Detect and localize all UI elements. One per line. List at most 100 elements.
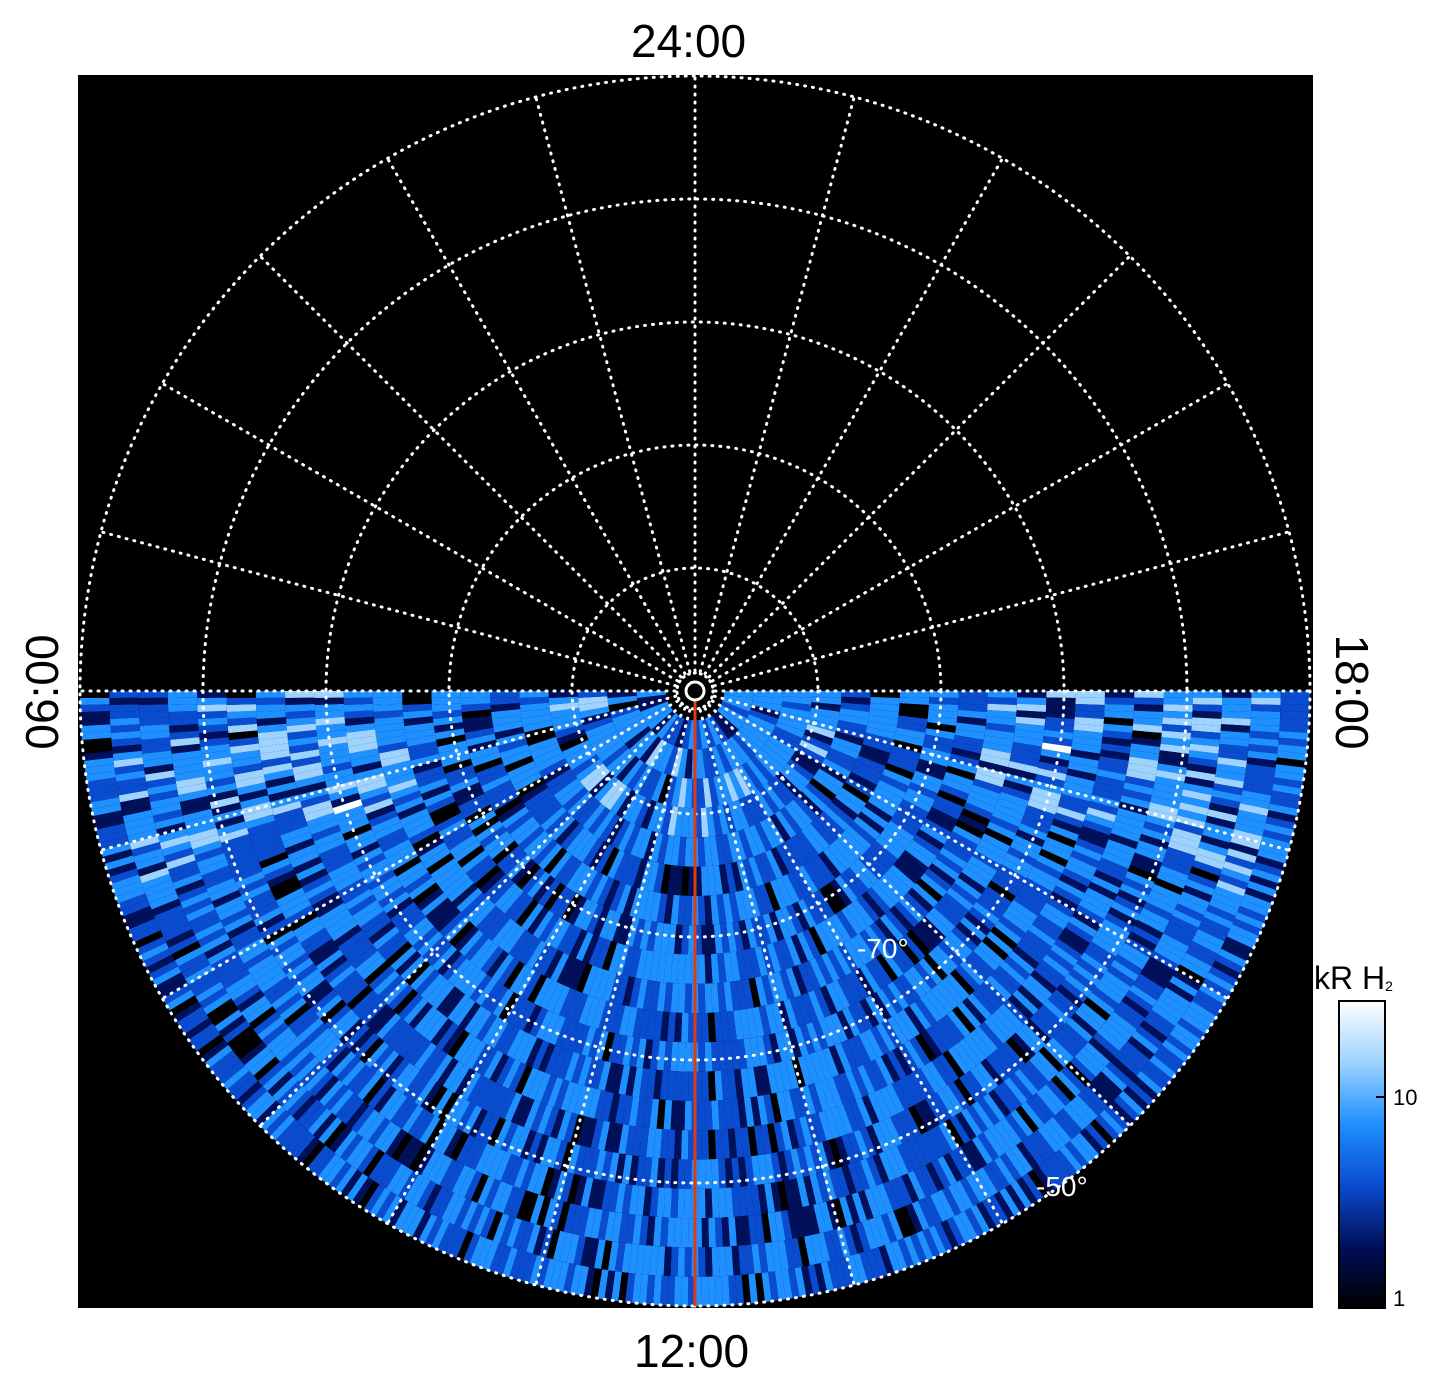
heatmap-cell	[1173, 821, 1204, 836]
heatmap-cell	[941, 777, 972, 795]
heatmap-cell	[590, 731, 620, 751]
heatmap-cell	[1083, 997, 1111, 1021]
heatmap-cell	[801, 827, 825, 855]
heatmap-cell	[919, 823, 948, 845]
heatmap-cell	[928, 807, 958, 827]
heatmap-cell	[223, 840, 253, 857]
heatmap-cell	[110, 724, 140, 733]
heatmap-cell	[796, 831, 819, 859]
heatmap-cell	[892, 1047, 913, 1076]
heatmap-cell	[168, 860, 198, 877]
heatmap-cell	[434, 907, 461, 932]
heatmap-cell	[1015, 716, 1046, 726]
heatmap-cell	[759, 1065, 772, 1095]
heatmap-cell	[355, 950, 382, 975]
heatmap-cell	[889, 1178, 907, 1209]
heatmap-cell	[499, 744, 530, 760]
heatmap-cell	[805, 823, 830, 850]
heatmap-cell	[238, 877, 268, 896]
heatmap-cell	[312, 1112, 338, 1140]
heatmap-cell	[949, 1115, 971, 1144]
heatmap-cell	[270, 1032, 298, 1057]
heatmap-cell	[490, 697, 520, 705]
heatmap-cell	[595, 969, 611, 1000]
heatmap-cell	[245, 814, 276, 830]
heatmap-cell	[614, 1094, 627, 1125]
heatmap-cell	[1014, 729, 1044, 740]
heatmap-cell	[330, 792, 361, 808]
heatmap-cell	[835, 1166, 850, 1197]
heatmap-cell	[481, 1146, 500, 1176]
heatmap-cell	[583, 1117, 598, 1148]
heatmap-cell	[515, 899, 539, 927]
heatmap-cell	[728, 1275, 737, 1305]
heatmap-cell	[1191, 995, 1221, 1017]
heatmap-cell	[1186, 946, 1216, 967]
heatmap-cell	[1153, 782, 1184, 796]
heatmap-cell	[264, 863, 294, 882]
heatmap-cell	[625, 1066, 637, 1097]
heatmap-cell	[314, 710, 345, 719]
heatmap-cell	[651, 772, 667, 802]
heatmap-cell	[695, 720, 703, 750]
heatmap-cell	[1123, 782, 1154, 796]
heatmap-cell	[747, 1214, 758, 1245]
heatmap-cell	[258, 736, 289, 747]
heatmap-cell	[1166, 981, 1195, 1003]
heatmap-cell	[776, 1091, 789, 1122]
heatmap-cell	[381, 1017, 406, 1044]
heatmap-cell	[1048, 1153, 1073, 1181]
heatmap-cell	[1191, 717, 1222, 726]
heatmap-cell	[346, 940, 374, 964]
heatmap-cell	[953, 735, 984, 747]
heatmap-cell	[423, 789, 453, 808]
heatmap-cell	[822, 758, 852, 778]
heatmap-cell	[1030, 866, 1059, 886]
heatmap-cell	[178, 789, 209, 802]
heatmap-cell	[862, 738, 893, 753]
heatmap-cell	[780, 706, 811, 719]
heatmap-cell	[523, 1192, 539, 1223]
heatmap-cell	[82, 744, 113, 754]
heatmap-cell	[381, 1194, 403, 1224]
heatmap-cell	[621, 1095, 634, 1126]
heatmap-cell	[350, 754, 381, 768]
heatmap-cell	[266, 781, 297, 796]
heatmap-cell	[548, 851, 572, 879]
heatmap-cell	[824, 1108, 840, 1139]
heatmap-cell	[1159, 865, 1189, 883]
heatmap-cell	[649, 1039, 660, 1070]
heatmap-cell	[724, 1099, 734, 1130]
heatmap-cell	[1044, 723, 1075, 733]
heatmap-cell	[1045, 703, 1076, 712]
heatmap-cell	[400, 955, 426, 981]
heatmap-cell	[508, 929, 531, 958]
heatmap-cell	[959, 960, 985, 986]
heatmap-cell	[819, 920, 840, 950]
heatmap-cell	[770, 731, 800, 751]
heatmap-cell	[527, 792, 555, 815]
heatmap-cell	[289, 749, 320, 761]
heatmap-cell	[523, 830, 549, 856]
heatmap-cell	[328, 964, 356, 989]
heatmap-cell	[642, 980, 654, 1010]
heatmap-cell	[995, 965, 1022, 991]
heatmap-cell	[359, 955, 387, 980]
heatmap-cell	[437, 1125, 458, 1155]
heatmap-cell	[1047, 994, 1075, 1019]
heatmap-cell	[556, 1201, 571, 1232]
heatmap-cell	[1034, 1009, 1061, 1035]
heatmap-cell	[677, 895, 686, 925]
heatmap-cell	[999, 1117, 1023, 1146]
heatmap-cell	[94, 816, 125, 830]
heatmap-cell	[287, 729, 317, 740]
heatmap-cell	[1073, 723, 1104, 733]
heatmap-cell	[1027, 799, 1058, 815]
heatmap-cell	[490, 691, 520, 698]
heatmap-cell	[239, 1041, 267, 1066]
heatmap-cell	[1103, 970, 1132, 993]
heatmap-cell	[855, 1097, 873, 1128]
heatmap-cell	[1031, 1092, 1055, 1120]
heatmap-cell	[1188, 750, 1219, 761]
heatmap-cell	[521, 1067, 539, 1098]
